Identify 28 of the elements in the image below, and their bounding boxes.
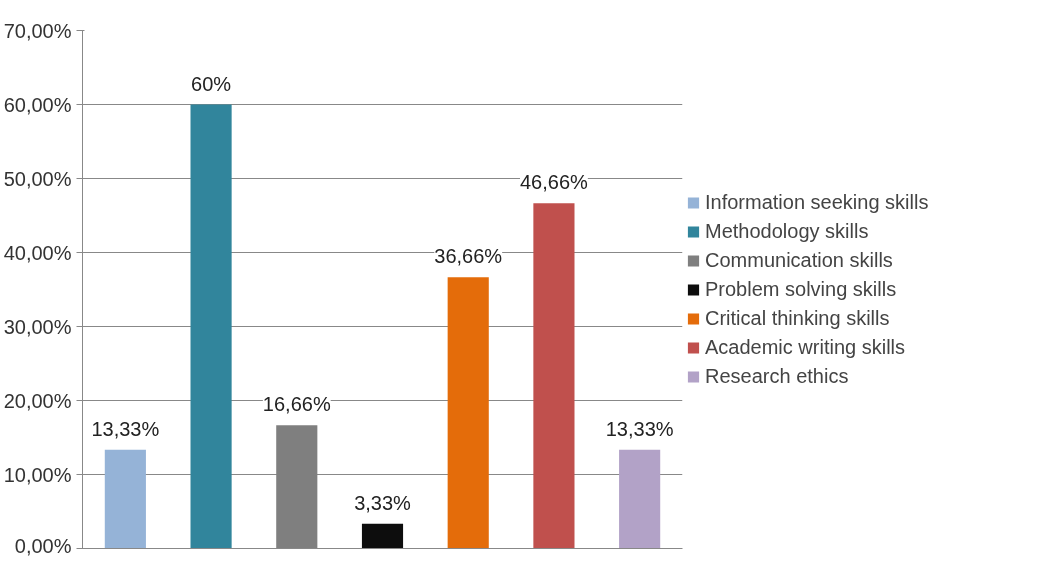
data-label: 13,33% bbox=[91, 417, 160, 440]
bar bbox=[619, 449, 661, 549]
bar bbox=[361, 523, 404, 549]
y-tick-label: 40,00% bbox=[3, 241, 72, 264]
data-label: 3,33% bbox=[354, 491, 412, 514]
y-tick-label: 30,00% bbox=[3, 315, 72, 338]
legend-label: Academic writing skills bbox=[705, 335, 906, 359]
data-label: 16,66% bbox=[262, 393, 331, 416]
y-tick-label: 0,00% bbox=[14, 534, 72, 557]
data-label: 13,33% bbox=[605, 417, 674, 440]
legend-label: Problem solving skills bbox=[705, 277, 897, 301]
legend-label: Research ethics bbox=[705, 364, 849, 388]
y-tick-label: 50,00% bbox=[3, 167, 72, 190]
bar bbox=[104, 449, 146, 549]
y-tick-label: 20,00% bbox=[3, 389, 72, 412]
legend-label: Critical thinking skills bbox=[705, 306, 890, 330]
data-label: 46,66% bbox=[520, 171, 589, 194]
legend-label: Communication skills bbox=[705, 248, 893, 272]
y-tick-label: 10,00% bbox=[3, 463, 72, 486]
legend-label: Information seeking skills bbox=[705, 190, 929, 214]
y-tick-label: 70,00% bbox=[3, 19, 72, 42]
data-label: 36,66% bbox=[434, 245, 503, 268]
legend-label: Methodology skills bbox=[705, 219, 869, 243]
y-tick-label: 60,00% bbox=[3, 93, 72, 116]
bar bbox=[447, 277, 489, 549]
bar bbox=[190, 104, 232, 549]
bar bbox=[533, 203, 575, 549]
data-label: 60% bbox=[191, 72, 232, 95]
